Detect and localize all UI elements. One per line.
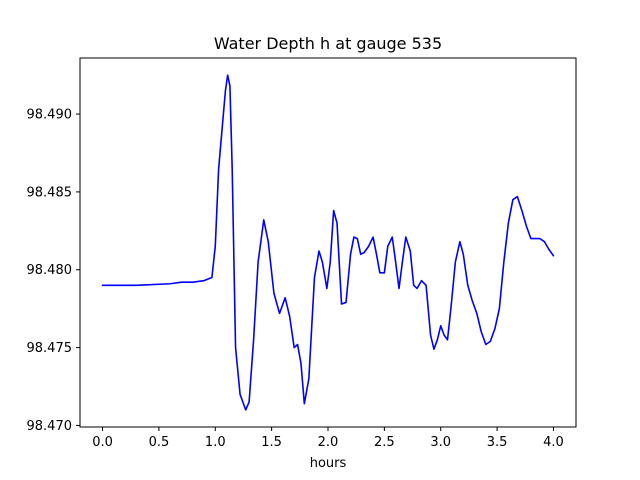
- x-tick-label: 3.5: [487, 435, 508, 450]
- y-tick-label: 98.490: [27, 108, 73, 123]
- y-tick-label: 98.480: [27, 263, 73, 278]
- chart-title: Water Depth h at gauge 535: [214, 34, 442, 53]
- x-tick-label: 2.5: [374, 435, 395, 450]
- series-layer: [101, 74, 555, 411]
- y-tick-label: 98.475: [27, 341, 73, 356]
- x-axis-label: hours: [310, 456, 347, 471]
- y-axis-ticks: 98.470 98.475 98.480 98.485 98.490: [27, 108, 80, 434]
- series-line-0: [101, 74, 555, 411]
- x-tick-label: 0.0: [92, 435, 113, 450]
- y-tick-label: 98.485: [27, 185, 73, 200]
- x-tick-label: 3.0: [430, 435, 451, 450]
- plot-area: [80, 58, 576, 427]
- x-tick-label: 0.5: [149, 435, 170, 450]
- y-tick-label: 98.470: [27, 419, 73, 434]
- x-tick-label: 1.0: [205, 435, 226, 450]
- x-tick-label: 2.0: [318, 435, 339, 450]
- x-tick-label: 4.0: [543, 435, 564, 450]
- x-tick-label: 1.5: [261, 435, 282, 450]
- x-axis-ticks: 0.0 0.5 1.0 1.5 2.0 2.5 3.0 3.5 4.0: [92, 427, 564, 450]
